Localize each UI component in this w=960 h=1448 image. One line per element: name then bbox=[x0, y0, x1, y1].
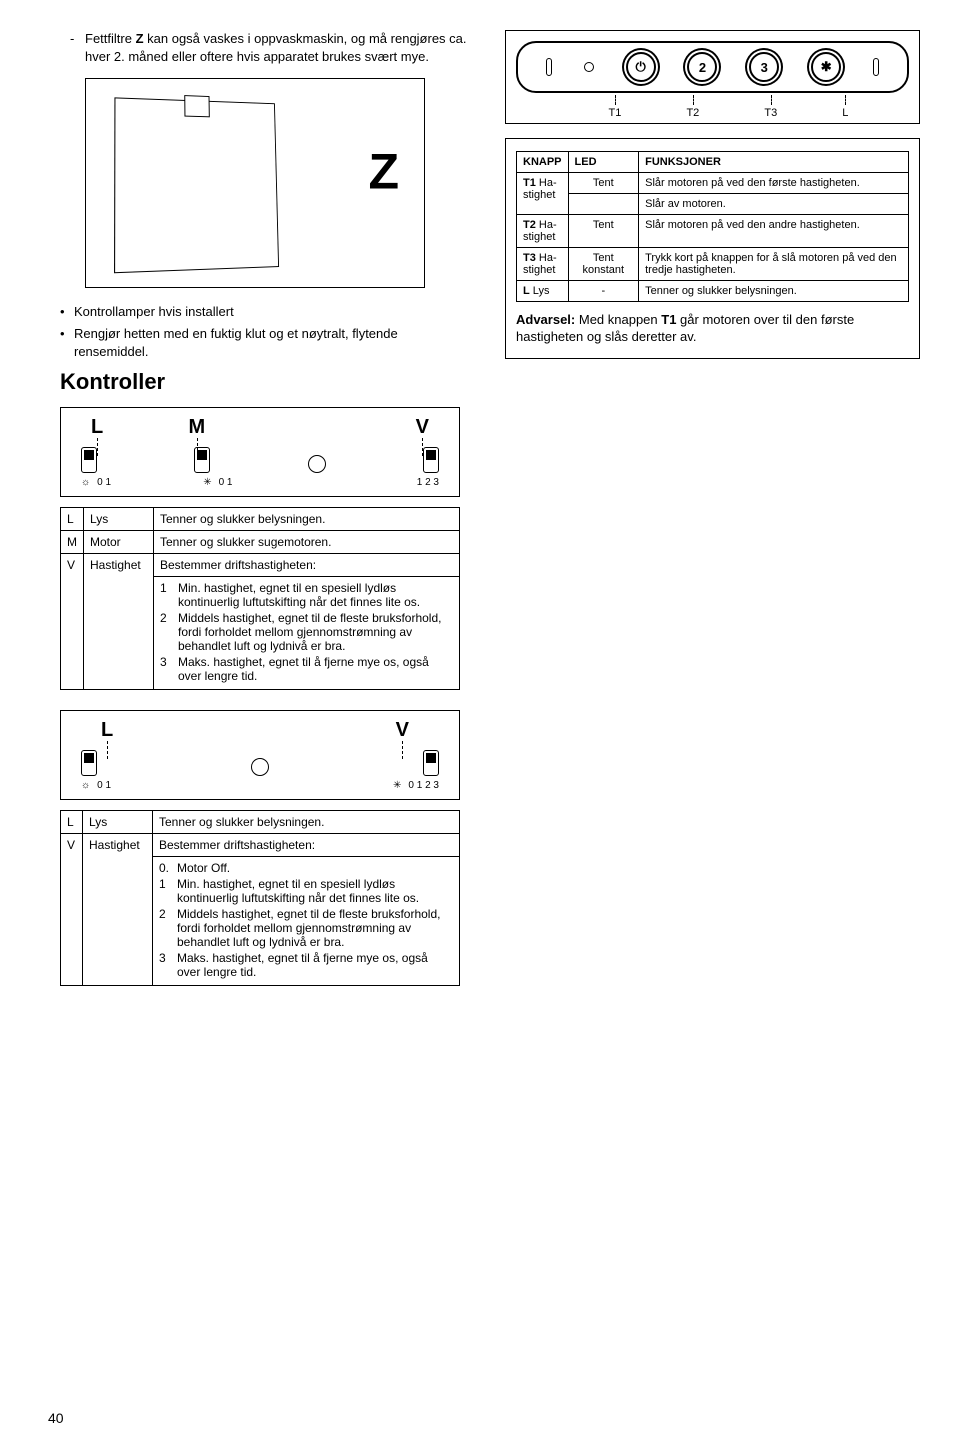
switch-lv-l bbox=[81, 750, 97, 776]
cell-t1-led: Tent bbox=[568, 173, 639, 194]
fan-icon-2: ✳ bbox=[393, 780, 401, 791]
lmv-scale-l: 0 1 bbox=[97, 477, 111, 488]
lv-label-v: V bbox=[396, 719, 409, 742]
cell-t1: T1 Ha-stighet bbox=[517, 173, 569, 215]
sun-icon-2: ☼ bbox=[81, 780, 90, 791]
switch-m bbox=[194, 447, 210, 473]
switch-lv-v bbox=[423, 750, 439, 776]
figure-filter-z: Z bbox=[85, 78, 425, 288]
figure-lmv-controls: L M V ☼ 0 1 ✳ 0 1 1 2 3 bbox=[60, 407, 460, 497]
cell-t2-func: Slår motoren på ved den andre hastighete… bbox=[639, 215, 909, 248]
panel-btn-l: ✱ bbox=[811, 52, 841, 82]
panel-label-l: L bbox=[842, 99, 848, 119]
fan-icon: ✳ bbox=[203, 477, 211, 488]
switch-l bbox=[81, 447, 97, 473]
lmv-label-l: L bbox=[91, 416, 103, 439]
cell-t1b-func: Slår av motoren. bbox=[639, 194, 909, 215]
heading-kontroller: Kontroller bbox=[60, 369, 475, 395]
cell-t3-func: Trykk kort på knappen for å slå motoren … bbox=[639, 248, 909, 281]
speed-item: 1 Min. hastighet, egnet til en spesiell … bbox=[173, 877, 453, 905]
cell-t2: T2 Ha-stighet bbox=[517, 215, 569, 248]
lmv-d-m: Tenner og slukker sugemotoren. bbox=[154, 530, 460, 553]
sun-icon: ☼ bbox=[81, 477, 90, 488]
z-label: Z bbox=[368, 143, 399, 201]
lv-label-l: L bbox=[101, 719, 113, 742]
lmv-d-l: Tenner og slukker belysningen. bbox=[154, 507, 460, 530]
lv-k-v: V bbox=[61, 833, 83, 985]
lmv-n-v: Hastighet bbox=[84, 553, 154, 689]
lmv-scale-v: 1 2 3 bbox=[417, 477, 439, 488]
th-led: LED bbox=[568, 152, 639, 173]
panel-btn-t1: ⏻ bbox=[626, 52, 656, 82]
cell-t3-led: Tent konstant bbox=[568, 248, 639, 281]
lmv-desc-table: L Lys Tenner og slukker belysningen. M M… bbox=[60, 507, 460, 690]
lmv-k-v: V bbox=[61, 553, 84, 689]
lmv-label-v: V bbox=[416, 416, 429, 439]
lmv-k-m: M bbox=[61, 530, 84, 553]
cell-t3: T3 Ha-stighet bbox=[517, 248, 569, 281]
function-table-frame: KNAPP LED FUNKSJONER T1 Ha-stighet Tent … bbox=[505, 138, 920, 359]
cell-t1-func: Slår motoren på ved den første hastighet… bbox=[639, 173, 909, 194]
lv-scale-v: 0 1 2 3 bbox=[408, 780, 439, 791]
bullet-rengjor: Rengjør hetten med en fuktig klut og et … bbox=[60, 325, 475, 361]
lv-speed-cell: 0. Motor Off. 1 Min. hastighet, egnet til… bbox=[153, 856, 460, 985]
lmv-speed-cell: 1 Min. hastighet, egnet til en spesiell … bbox=[154, 576, 460, 689]
lv-n-v: Hastighet bbox=[83, 833, 153, 985]
panel-label-t2: T2 bbox=[686, 99, 699, 119]
cell-l-func: Tenner og slukker belysningen. bbox=[639, 281, 909, 302]
lv-d-l: Tenner og slukker belysningen. bbox=[153, 810, 460, 833]
lmv-d-v: Bestemmer driftshastigheten: bbox=[154, 553, 460, 576]
page-number: 40 bbox=[48, 1410, 64, 1426]
panel-label-t1: T1 bbox=[609, 99, 622, 119]
switch-v bbox=[423, 447, 439, 473]
advarsel-text: Advarsel: Med knappen T1 går motoren ove… bbox=[516, 312, 909, 346]
figure-button-panel: ⏻ 2 3 ✱ T1 T2 T3 L bbox=[505, 30, 920, 124]
bullet-fettfiltre: Fettfiltre Z kan også vaskes i oppvaskma… bbox=[75, 30, 475, 66]
cell-t1b-led bbox=[568, 194, 639, 215]
lmv-n-l: Lys bbox=[84, 507, 154, 530]
bullet-kontrollamper: Kontrollamper hvis installert bbox=[60, 303, 475, 321]
indicator-circle-2 bbox=[251, 758, 269, 776]
speed-item: 3 Maks. hastighet, egnet til å fjerne my… bbox=[173, 951, 453, 979]
lv-n-l: Lys bbox=[83, 810, 153, 833]
speed-item: 3 Maks. hastighet, egnet til å fjerne my… bbox=[174, 655, 453, 683]
lmv-label-m: M bbox=[188, 416, 205, 439]
lv-d-v: Bestemmer driftshastigheten: bbox=[153, 833, 460, 856]
th-knapp: KNAPP bbox=[517, 152, 569, 173]
lv-desc-table: L Lys Tenner og slukker belysningen. V H… bbox=[60, 810, 460, 986]
panel-btn-t2: 2 bbox=[687, 52, 717, 82]
figure-lv-controls: L V ☼ 0 1 ✳ 0 1 2 3 bbox=[60, 710, 460, 800]
speed-item: 2 Middels hastighet, egnet til de fleste… bbox=[174, 611, 453, 653]
lmv-n-m: Motor bbox=[84, 530, 154, 553]
lmv-k-l: L bbox=[61, 507, 84, 530]
cell-l: L Lys bbox=[517, 281, 569, 302]
cell-t2-led: Tent bbox=[568, 215, 639, 248]
panel-label-t3: T3 bbox=[764, 99, 777, 119]
cell-l-led: - bbox=[568, 281, 639, 302]
speed-item: 1 Min. hastighet, egnet til en spesiell … bbox=[174, 581, 453, 609]
th-funksjoner: FUNKSJONER bbox=[639, 152, 909, 173]
lv-k-l: L bbox=[61, 810, 83, 833]
indicator-circle bbox=[308, 455, 326, 473]
lmv-scale-m: 0 1 bbox=[219, 477, 233, 488]
panel-btn-t3: 3 bbox=[749, 52, 779, 82]
function-table: KNAPP LED FUNKSJONER T1 Ha-stighet Tent … bbox=[516, 151, 909, 302]
speed-item: 0. Motor Off. bbox=[173, 861, 453, 875]
lv-scale-l: 0 1 bbox=[97, 780, 111, 791]
speed-item: 2 Middels hastighet, egnet til de fleste… bbox=[173, 907, 453, 949]
